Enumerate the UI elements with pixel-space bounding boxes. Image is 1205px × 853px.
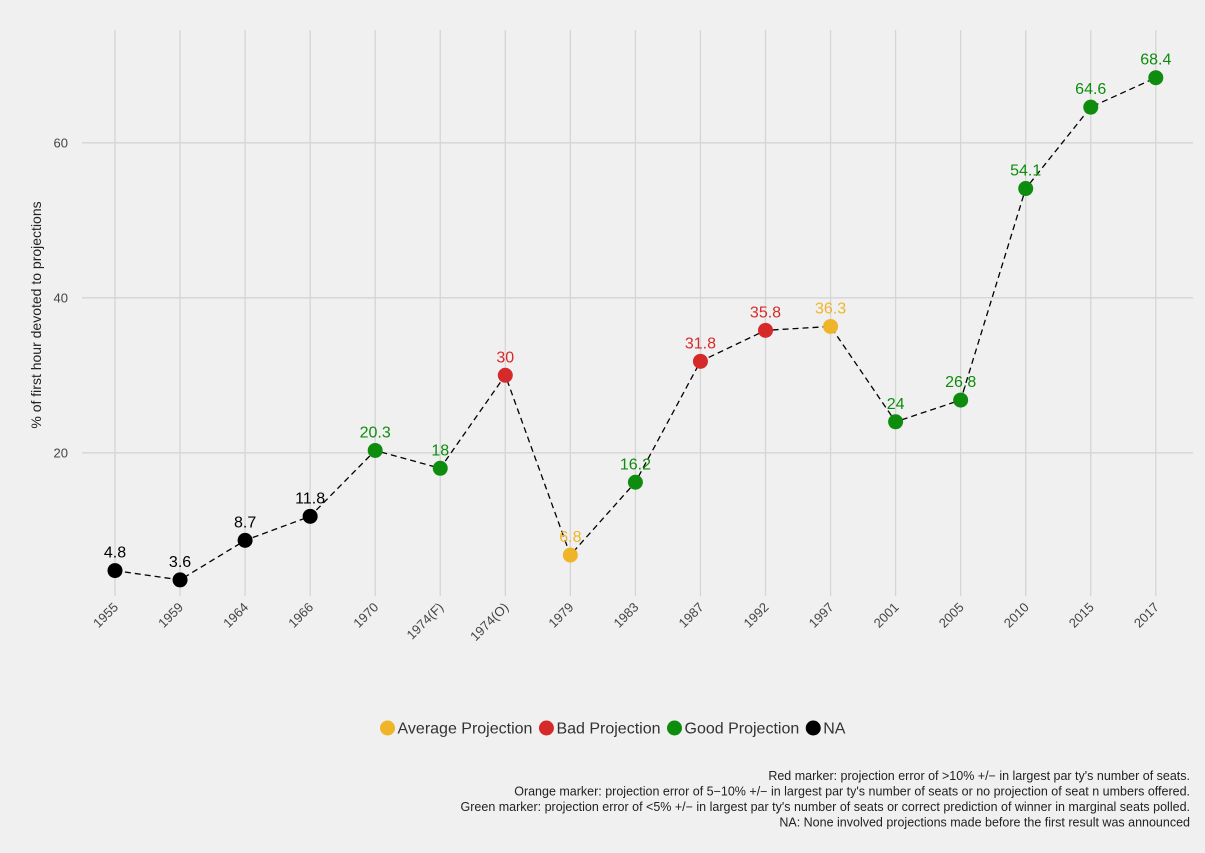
data-point	[172, 572, 188, 588]
data-point	[367, 442, 383, 458]
data-point	[432, 460, 448, 476]
y-axis-ticks: 20 40 60	[54, 135, 68, 460]
legend-item: NA	[805, 720, 846, 738]
legend-label: NA	[823, 721, 846, 738]
data-point	[562, 547, 578, 563]
data-point	[1148, 70, 1164, 86]
legend-label: Bad Projection	[556, 721, 660, 738]
caption-line: Orange marker: projection error of 5−10%…	[514, 785, 1190, 799]
data-label: 64.6	[1075, 81, 1106, 98]
data-label: 6.8	[559, 529, 581, 546]
data-label: 30	[496, 349, 514, 366]
legend-marker	[667, 720, 682, 736]
y-tick-label: 60	[54, 135, 68, 150]
data-label: 24	[887, 396, 905, 413]
data-label: 18	[431, 442, 449, 459]
data-label: 3.6	[169, 554, 191, 571]
legend-item: Average Projection	[380, 720, 533, 738]
data-label: 20.3	[360, 424, 391, 441]
grid	[82, 30, 1193, 596]
data-point	[1083, 99, 1099, 115]
data-point	[627, 474, 643, 490]
data-labels: 4.8 3.6 8.7 11.8 20.3 18 30 6.8 16.2 31.8 35.8 36.3…	[104, 52, 1172, 571]
data-label: 35.8	[750, 304, 781, 321]
data-label: 4.8	[104, 545, 126, 562]
caption: Red marker: projection error of >10% +/−…	[461, 769, 1191, 830]
legend: Average Projection Bad Projection Good Pro…	[380, 720, 846, 738]
data-point	[888, 414, 904, 430]
data-label: 31.8	[685, 335, 716, 352]
data-point	[237, 532, 253, 548]
y-tick-label: 40	[54, 290, 68, 305]
data-label: 26.8	[945, 374, 976, 391]
data-point	[107, 563, 123, 579]
legend-marker	[538, 720, 554, 736]
data-label: 68.4	[1140, 52, 1171, 69]
data-point	[953, 392, 969, 408]
legend-item: Good Projection	[667, 720, 800, 738]
data-label: 16.2	[620, 456, 651, 473]
legend-label: Good Projection	[685, 721, 800, 738]
data-point	[1018, 181, 1034, 197]
caption-line: Green marker: projection error of <5% +/…	[461, 800, 1190, 814]
legend-marker	[380, 720, 396, 736]
data-point	[692, 353, 708, 369]
data-label: 36.3	[815, 300, 846, 317]
legend-label: Average Projection	[398, 721, 533, 738]
data-label: 11.8	[295, 490, 325, 507]
legend-item: Bad Projection	[538, 720, 661, 738]
data-label: 54.1	[1010, 163, 1041, 180]
data-point	[823, 318, 839, 334]
caption-line: NA: None involved projections made befor…	[779, 816, 1190, 830]
data-point	[302, 508, 318, 524]
y-axis-title: % of first hour devoted to projections	[28, 201, 44, 428]
data-point	[497, 367, 513, 383]
legend-marker	[805, 720, 821, 736]
data-point	[758, 322, 773, 338]
data-points	[107, 70, 1164, 588]
y-tick-label: 20	[54, 445, 68, 460]
caption-line: Red marker: projection error of >10% +/−…	[768, 769, 1190, 783]
data-label: 8.7	[234, 514, 256, 531]
